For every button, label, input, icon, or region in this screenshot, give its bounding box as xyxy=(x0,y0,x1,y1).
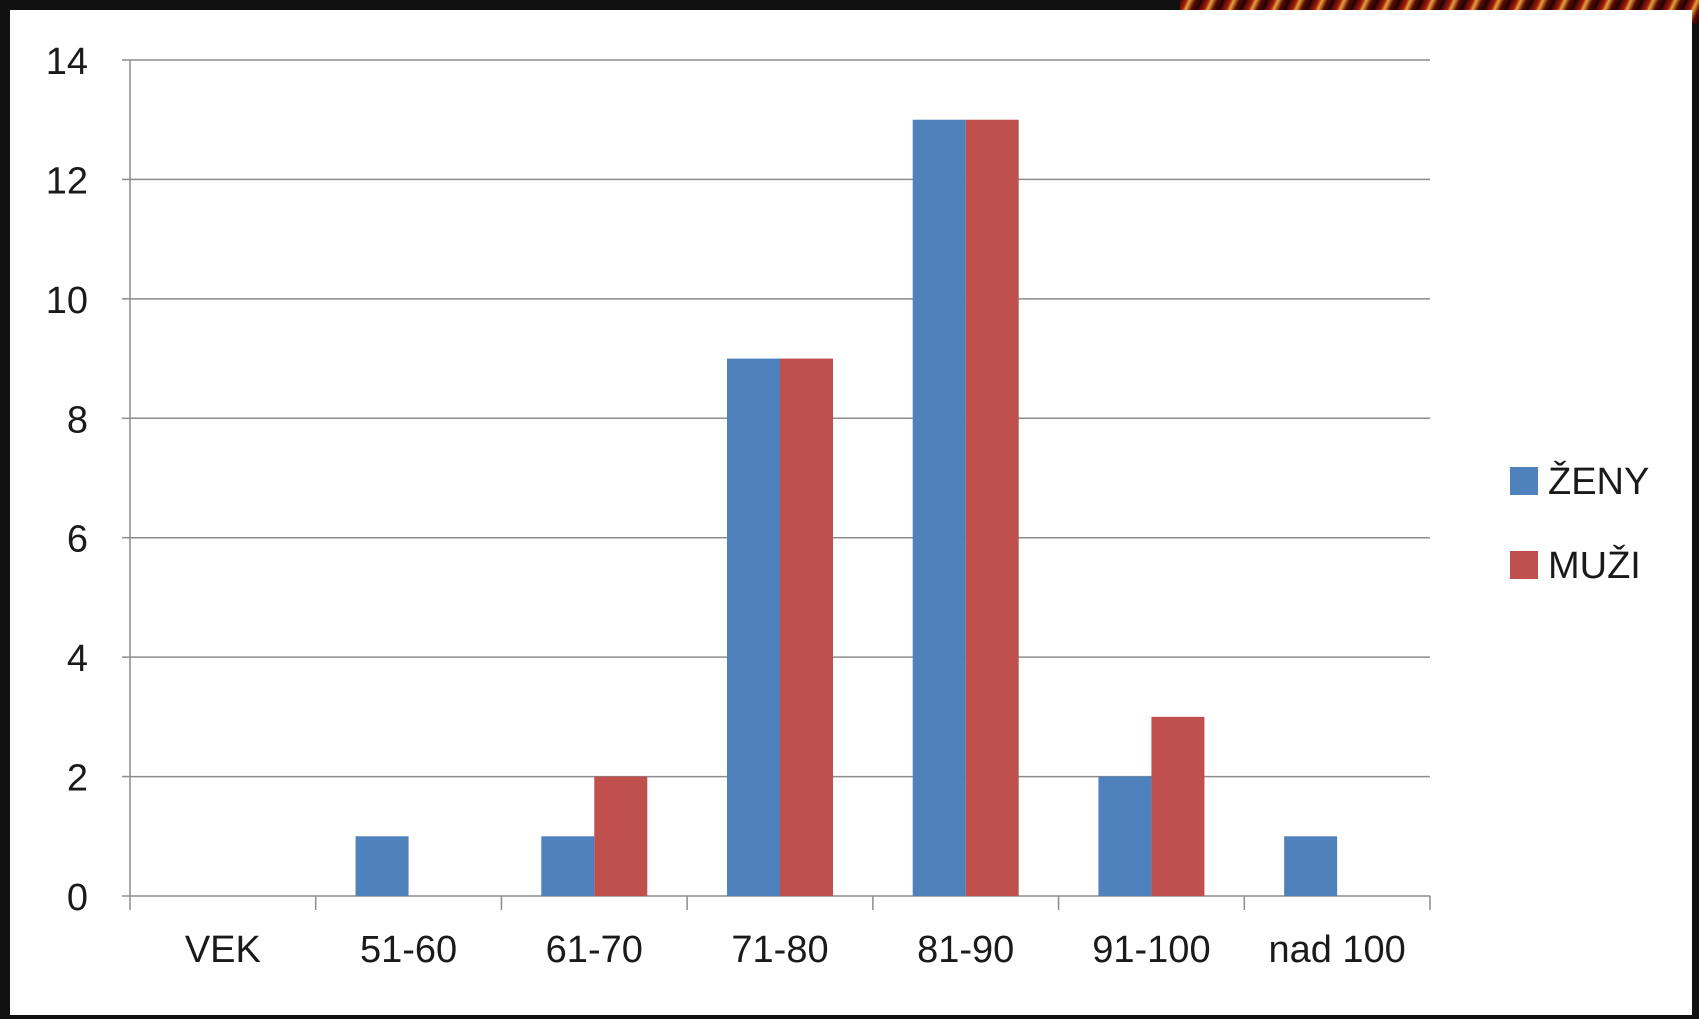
y-tick-label: 6 xyxy=(67,519,88,561)
y-tick-label: 0 xyxy=(67,877,88,919)
x-tick-label: 51-60 xyxy=(360,929,457,971)
bar-ŽENY-91-100 xyxy=(1098,776,1152,896)
y-tick-label: 2 xyxy=(67,758,88,800)
legend-label: ŽENY xyxy=(1548,460,1649,503)
bar-chart: 0 2 4 6 8 10 12 14 VEK 51-60 61-70 71-80 81-90 91-100… xyxy=(46,41,1650,971)
legend-label: MUŽI xyxy=(1548,544,1641,587)
bar-MUŽI-91-100 xyxy=(1151,716,1205,896)
legend-swatch-ŽENY xyxy=(1510,467,1538,495)
y-tick-label: 8 xyxy=(67,399,88,441)
x-tick-label: 91-100 xyxy=(1092,929,1210,971)
bar-ŽENY-51-60 xyxy=(355,836,409,896)
y-tick-label: 12 xyxy=(46,160,88,202)
bar-MUŽI-61-70 xyxy=(594,776,648,896)
bar-MUŽI-81-90 xyxy=(965,119,1019,896)
x-tick-label: 81-90 xyxy=(917,929,1014,971)
legend-swatch-MUŽI xyxy=(1510,551,1538,579)
x-tick-label: 71-80 xyxy=(731,929,828,971)
x-tick-label: 61-70 xyxy=(546,929,643,971)
y-tick-label: 4 xyxy=(67,638,88,680)
bar-ŽENY-nad 100 xyxy=(1284,836,1338,896)
bar-ŽENY-61-70 xyxy=(541,836,595,896)
bar-ŽENY-81-90 xyxy=(912,119,966,896)
bar-MUŽI-71-80 xyxy=(780,358,833,897)
x-tick-label: nad 100 xyxy=(1268,929,1405,971)
y-tick-label: 14 xyxy=(46,41,88,83)
bar-ŽENY-71-80 xyxy=(727,358,780,897)
y-tick-label: 10 xyxy=(46,280,88,322)
chart-canvas: 0 2 4 6 8 10 12 14 VEK 51-60 61-70 71-80 81-90 91-100… xyxy=(10,10,1692,1015)
x-tick-label: VEK xyxy=(185,929,261,971)
